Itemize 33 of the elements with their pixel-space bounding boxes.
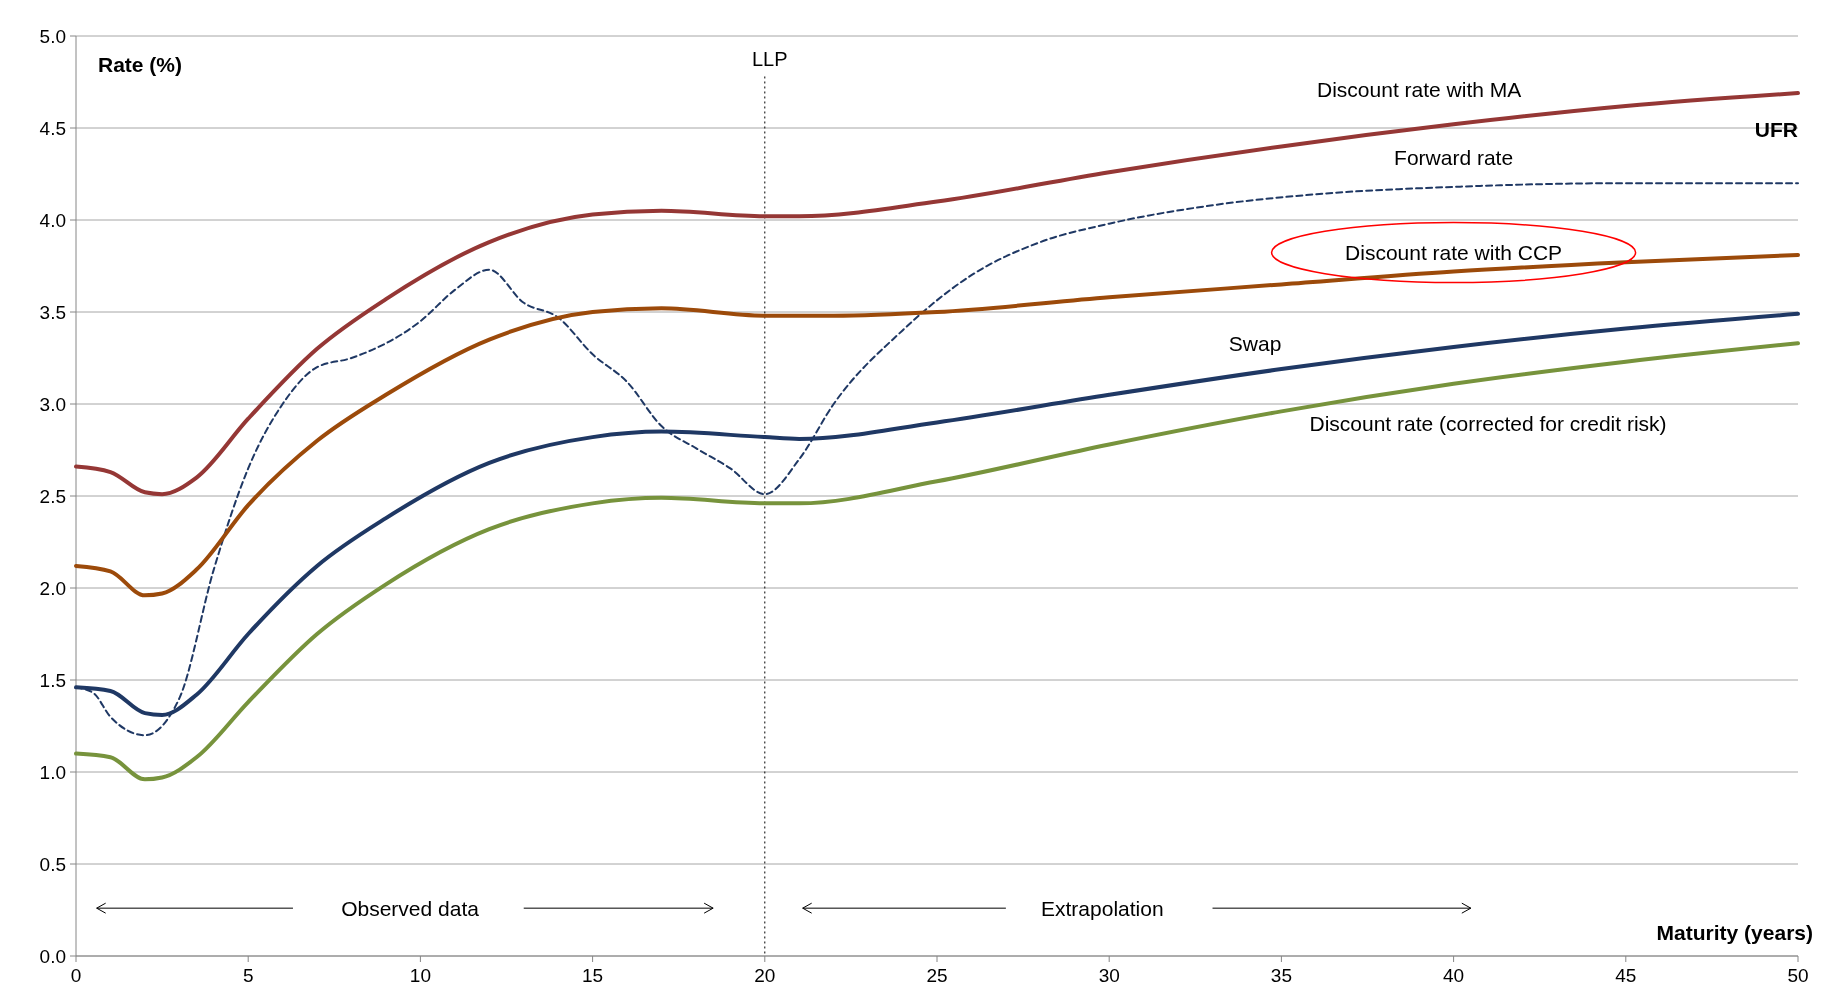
y-tick-label: 0.5 <box>39 853 66 875</box>
y-tick-label: 2.0 <box>39 577 66 599</box>
y-tick-label: 1.5 <box>39 669 66 691</box>
annotation: UFR <box>1754 118 1798 142</box>
y-tick-label: 4.0 <box>39 209 66 231</box>
y-tick-label: 3.0 <box>39 393 66 415</box>
x-tick-label: 0 <box>70 965 82 986</box>
y-tick-label: 0.0 <box>39 945 66 967</box>
x-tick-label: 40 <box>1443 965 1465 986</box>
series-label: Swap <box>1228 332 1282 356</box>
y-tick-label: 2.5 <box>39 485 66 507</box>
y-tick-label: 1.0 <box>39 761 66 783</box>
y-axis-title: Rate (%) <box>98 53 183 76</box>
x-tick-label: 10 <box>409 965 431 986</box>
x-axis-title: Maturity (years) <box>1656 921 1813 944</box>
y-tick-label: 5.0 <box>39 25 66 47</box>
y-tick-label: 4.5 <box>39 117 66 139</box>
x-tick-label: 30 <box>1098 965 1120 986</box>
x-tick-label: 45 <box>1615 965 1637 986</box>
annotation: Observed data <box>341 896 480 920</box>
series-label: Forward rate <box>1394 145 1514 169</box>
series-label: Discount rate with CCP <box>1345 240 1563 264</box>
annotation: Extrapolation <box>1041 896 1164 920</box>
x-tick-label: 35 <box>1270 965 1292 986</box>
x-tick-label: 5 <box>242 965 254 986</box>
ref-line-label: LLP <box>752 48 788 71</box>
y-tick-label: 3.5 <box>39 301 66 323</box>
series-label: Discount rate with MA <box>1317 77 1522 101</box>
x-tick-label: 20 <box>754 965 776 986</box>
x-tick-label: 15 <box>582 965 604 986</box>
x-tick-label: 50 <box>1787 965 1809 986</box>
x-tick-label: 25 <box>926 965 948 986</box>
series-label: Discount rate (corrected for credit risk) <box>1309 412 1667 436</box>
